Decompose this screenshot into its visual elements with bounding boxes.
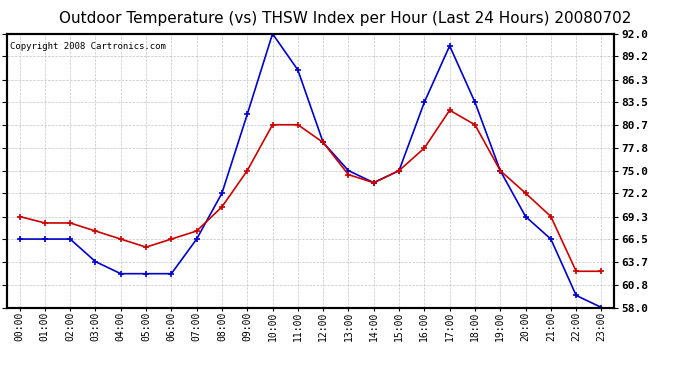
Text: Copyright 2008 Cartronics.com: Copyright 2008 Cartronics.com [10, 42, 166, 51]
Text: Outdoor Temperature (vs) THSW Index per Hour (Last 24 Hours) 20080702: Outdoor Temperature (vs) THSW Index per … [59, 11, 631, 26]
